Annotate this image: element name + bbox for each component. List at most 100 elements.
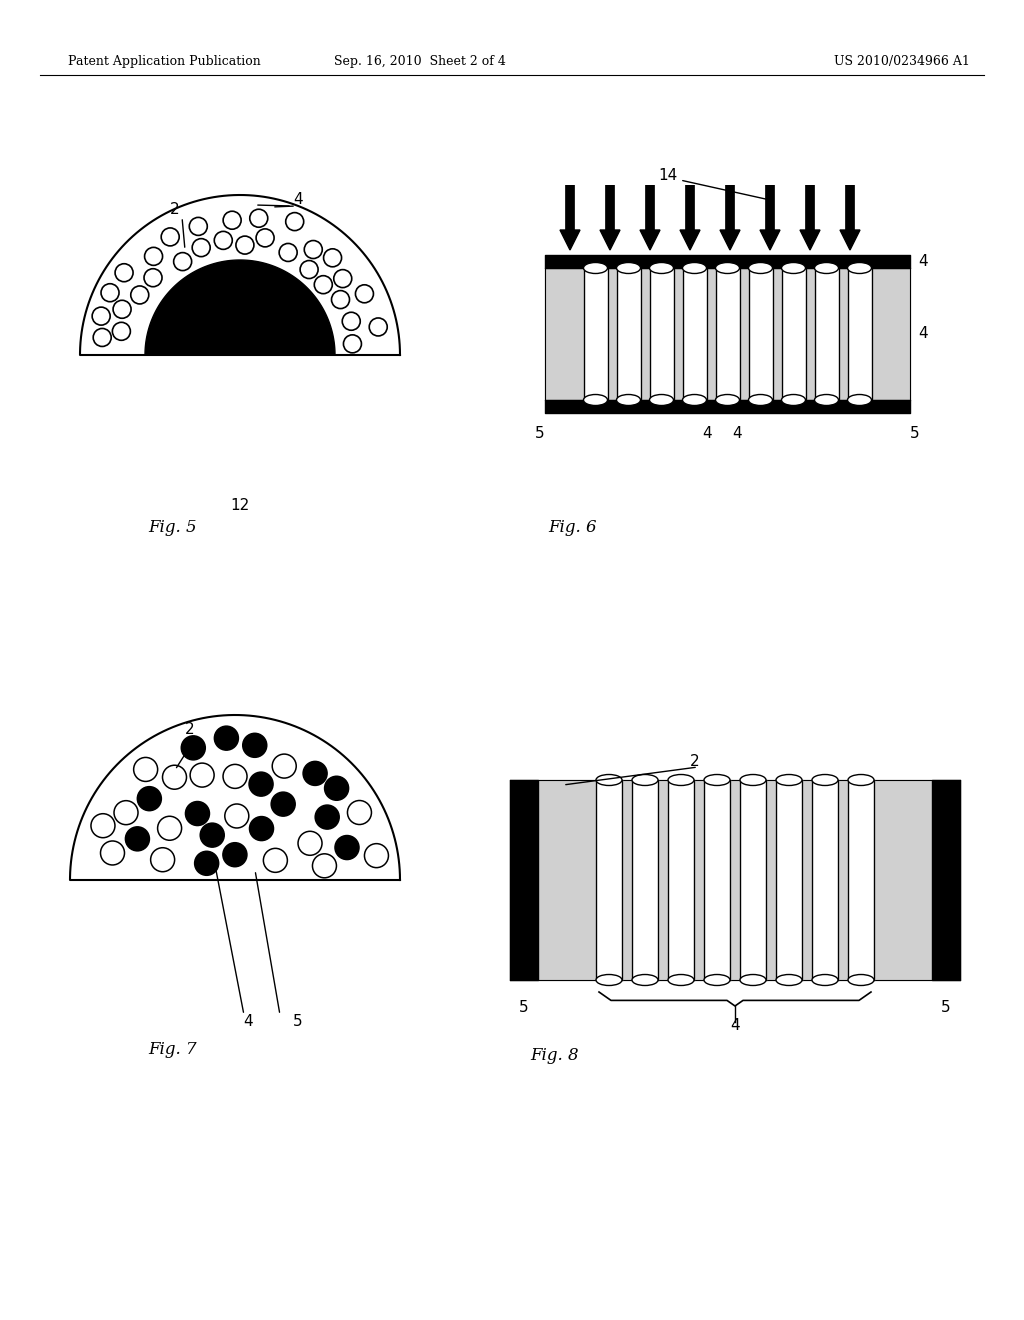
Ellipse shape (705, 775, 730, 785)
Text: Fig. 5: Fig. 5 (148, 520, 197, 536)
Ellipse shape (632, 775, 658, 785)
Ellipse shape (749, 263, 772, 273)
Ellipse shape (632, 974, 658, 986)
Ellipse shape (584, 263, 607, 273)
Circle shape (272, 754, 296, 777)
Text: 2: 2 (690, 755, 699, 770)
Circle shape (325, 776, 348, 800)
Ellipse shape (812, 775, 838, 785)
Polygon shape (840, 230, 860, 249)
Ellipse shape (616, 263, 640, 273)
Ellipse shape (716, 263, 739, 273)
Circle shape (365, 843, 388, 867)
Text: Fig. 8: Fig. 8 (530, 1047, 579, 1064)
Circle shape (315, 805, 339, 829)
Polygon shape (70, 715, 400, 880)
Polygon shape (680, 230, 700, 249)
Text: 2: 2 (185, 722, 195, 738)
Circle shape (250, 817, 273, 841)
Polygon shape (560, 230, 580, 249)
Text: 4: 4 (243, 1015, 253, 1030)
Text: 5: 5 (519, 1001, 528, 1015)
Ellipse shape (596, 974, 622, 986)
Text: 14: 14 (658, 168, 678, 182)
Circle shape (347, 800, 372, 825)
Circle shape (335, 836, 359, 859)
Text: 5: 5 (941, 1001, 951, 1015)
Circle shape (298, 832, 322, 855)
Ellipse shape (740, 974, 766, 986)
Circle shape (195, 851, 219, 875)
Circle shape (243, 734, 267, 758)
Circle shape (134, 758, 158, 781)
Ellipse shape (776, 974, 802, 986)
Text: Sep. 16, 2010  Sheet 2 of 4: Sep. 16, 2010 Sheet 2 of 4 (334, 55, 506, 69)
Text: 4: 4 (702, 425, 713, 441)
Text: 4: 4 (918, 326, 928, 342)
Ellipse shape (781, 395, 806, 405)
Text: 4: 4 (918, 253, 928, 269)
Text: 5: 5 (293, 1015, 303, 1030)
Polygon shape (145, 260, 335, 355)
Text: 4: 4 (293, 193, 303, 207)
Polygon shape (640, 230, 660, 249)
Circle shape (249, 772, 273, 796)
Ellipse shape (596, 775, 622, 785)
Ellipse shape (848, 395, 871, 405)
Circle shape (137, 787, 162, 810)
Polygon shape (80, 195, 400, 355)
Circle shape (223, 842, 247, 867)
Circle shape (181, 735, 205, 760)
Circle shape (100, 841, 125, 865)
Ellipse shape (649, 263, 674, 273)
Text: 2: 2 (170, 202, 180, 218)
Circle shape (91, 813, 115, 838)
Text: 4: 4 (730, 1019, 739, 1034)
Text: 5: 5 (910, 425, 920, 441)
Circle shape (225, 804, 249, 828)
Polygon shape (720, 230, 740, 249)
Ellipse shape (781, 263, 806, 273)
Circle shape (190, 763, 214, 787)
Circle shape (312, 854, 337, 878)
Circle shape (201, 824, 224, 847)
Polygon shape (600, 230, 620, 249)
Ellipse shape (776, 775, 802, 785)
Ellipse shape (814, 263, 839, 273)
Circle shape (263, 849, 288, 873)
Text: Fig. 6: Fig. 6 (548, 520, 597, 536)
Ellipse shape (812, 974, 838, 986)
Ellipse shape (584, 395, 607, 405)
Ellipse shape (716, 395, 739, 405)
Ellipse shape (749, 395, 772, 405)
Polygon shape (800, 230, 820, 249)
Ellipse shape (683, 263, 707, 273)
Ellipse shape (705, 974, 730, 986)
Text: Patent Application Publication: Patent Application Publication (68, 55, 261, 69)
Ellipse shape (649, 395, 674, 405)
Text: US 2010/0234966 A1: US 2010/0234966 A1 (835, 55, 970, 69)
Circle shape (185, 801, 210, 825)
Text: 5: 5 (536, 425, 545, 441)
Ellipse shape (740, 775, 766, 785)
Circle shape (223, 764, 247, 788)
Circle shape (271, 792, 295, 816)
Circle shape (214, 726, 239, 750)
Polygon shape (760, 230, 780, 249)
Circle shape (114, 801, 138, 825)
Text: 4: 4 (733, 425, 742, 441)
Ellipse shape (616, 395, 640, 405)
Circle shape (303, 762, 327, 785)
Ellipse shape (848, 974, 874, 986)
Ellipse shape (668, 974, 694, 986)
Ellipse shape (668, 775, 694, 785)
Text: Fig. 7: Fig. 7 (148, 1041, 197, 1059)
Circle shape (125, 826, 150, 851)
Circle shape (151, 847, 175, 871)
Circle shape (158, 816, 181, 841)
Ellipse shape (848, 263, 871, 273)
Text: 12: 12 (230, 498, 250, 512)
Ellipse shape (683, 395, 707, 405)
Circle shape (163, 766, 186, 789)
Ellipse shape (814, 395, 839, 405)
